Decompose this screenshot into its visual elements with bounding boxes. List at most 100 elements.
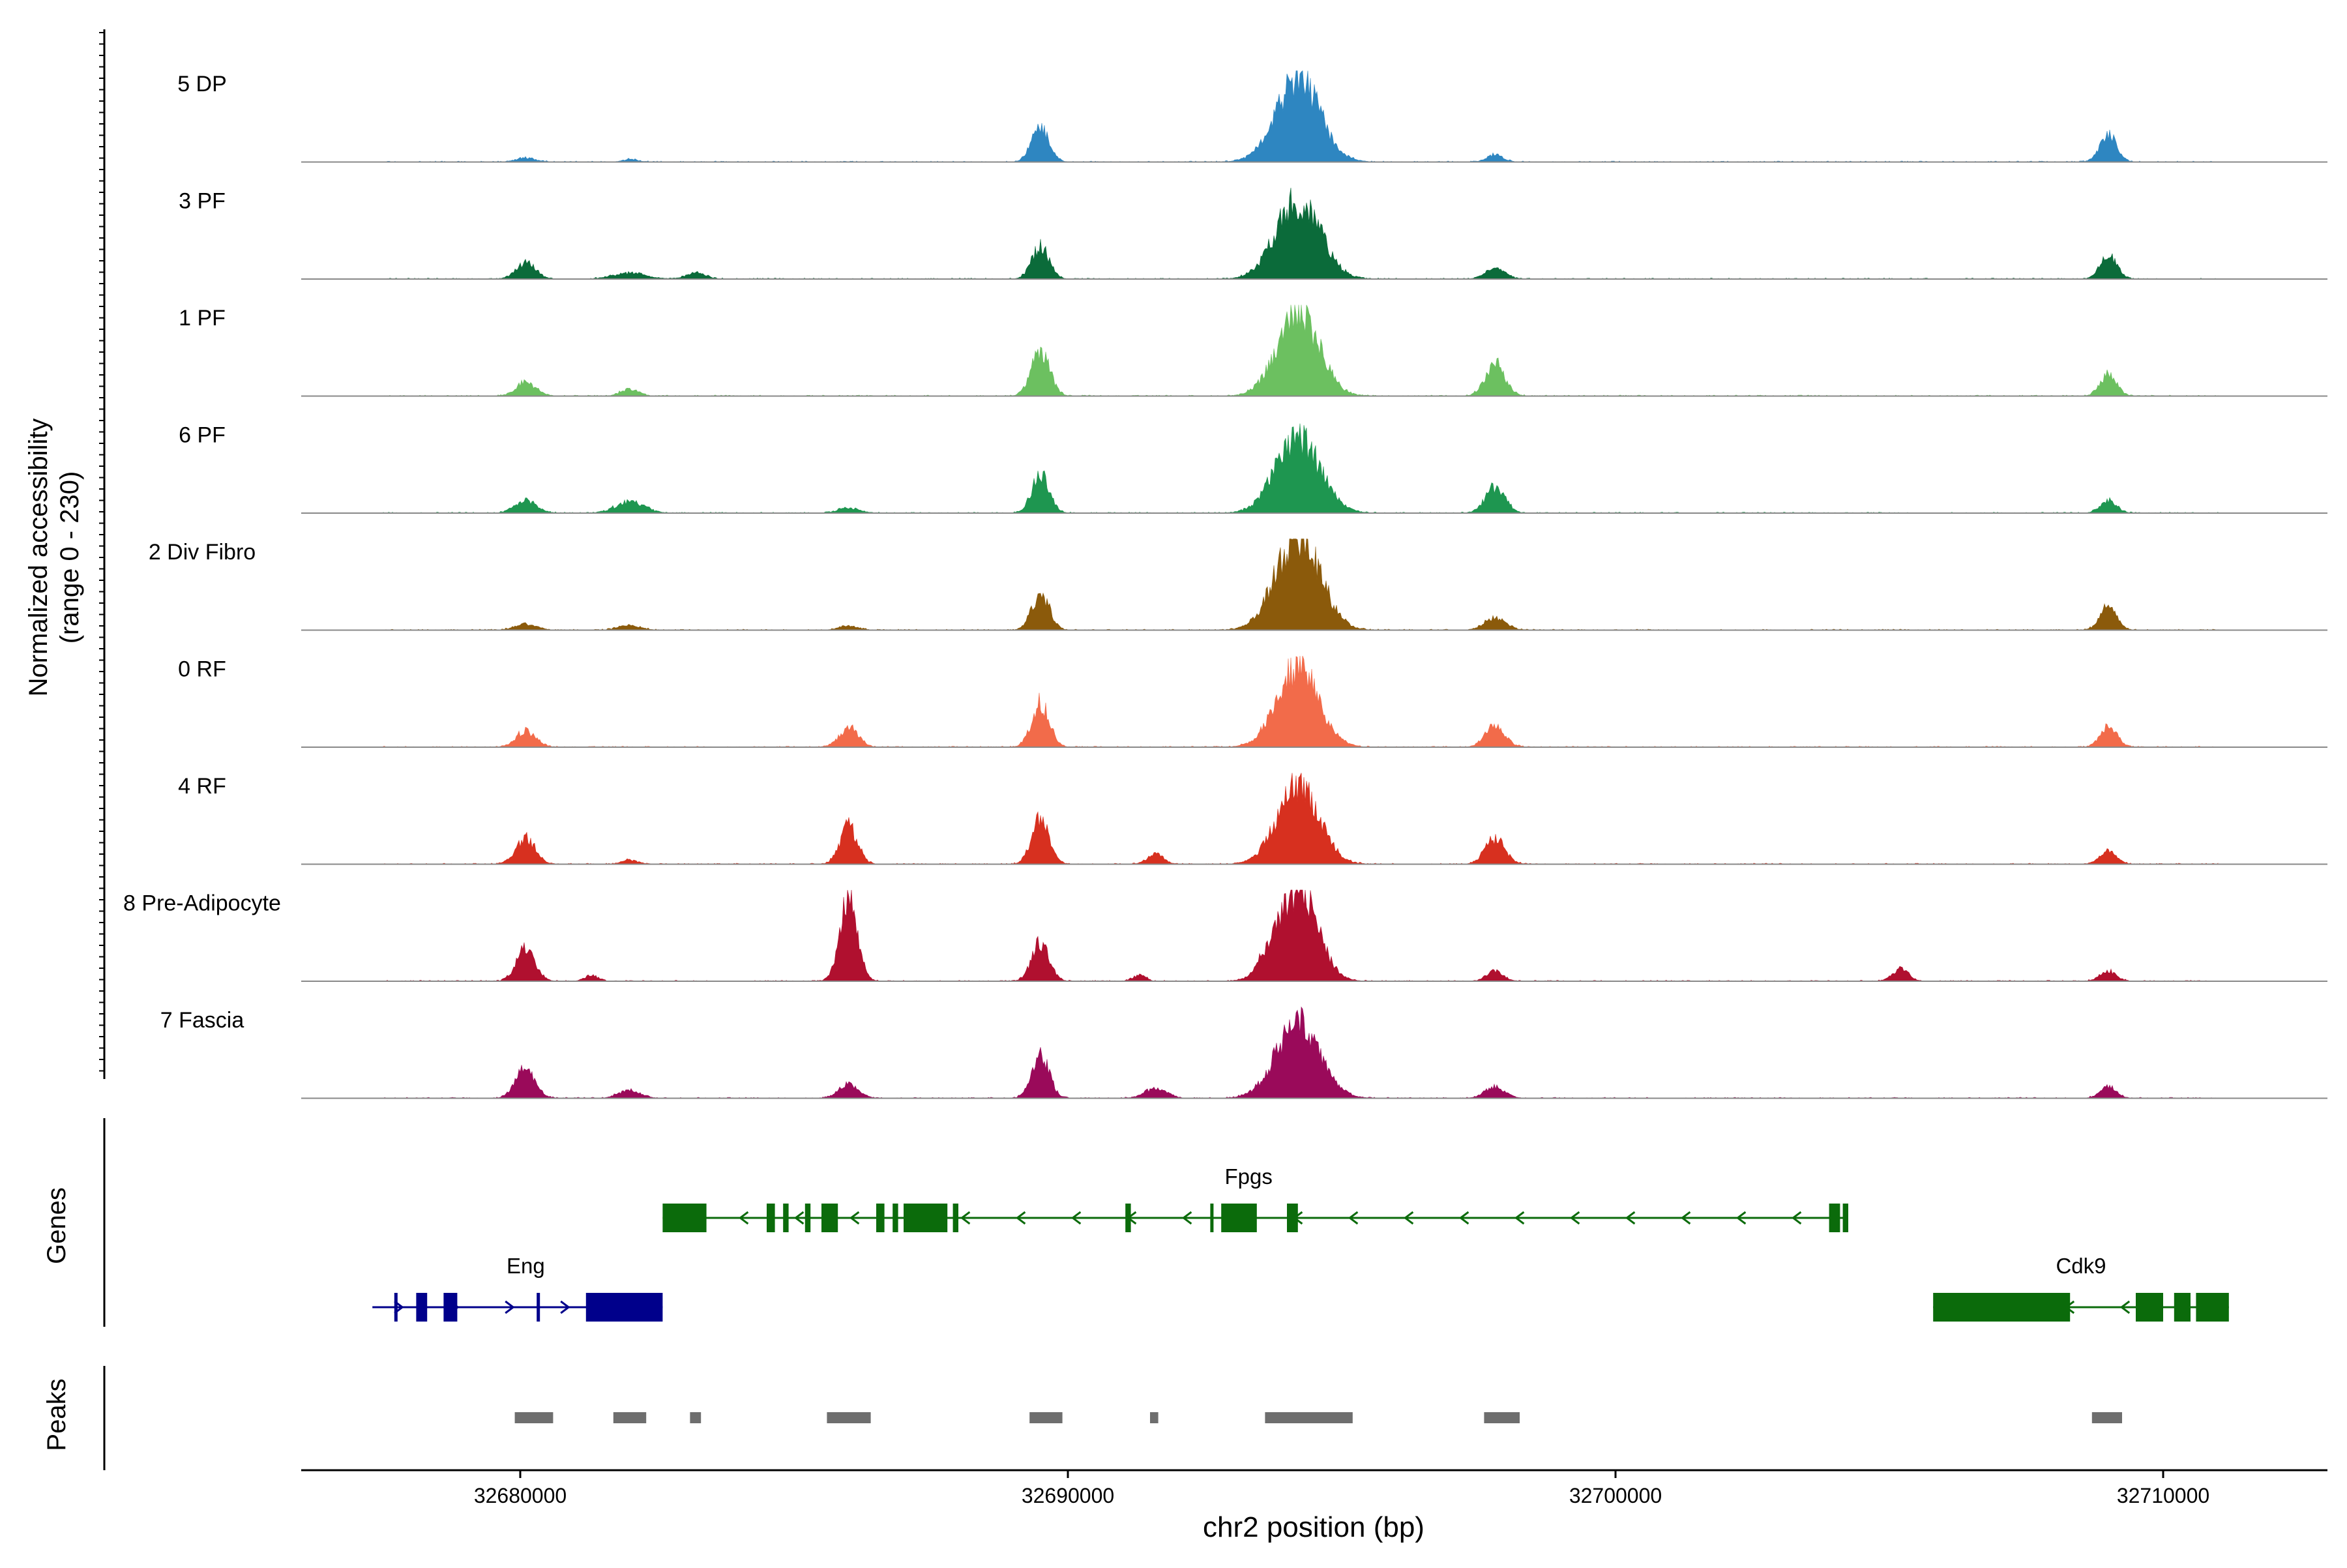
gene-label: Cdk9 [2056, 1254, 2106, 1278]
coverage-track: 6 PF [179, 423, 2327, 514]
exon [2196, 1293, 2229, 1322]
gene-annotation-track: Genes Fpgs Eng Cdk9 [42, 1118, 2229, 1327]
coverage-track: 5 DP [177, 70, 2327, 163]
strand-arrow [1070, 1211, 1082, 1225]
exon [1933, 1293, 2071, 1322]
track-label: 3 PF [179, 189, 226, 214]
coverage-area [383, 304, 2219, 396]
strand-arrow [849, 1211, 860, 1225]
strand-arrow [1514, 1211, 1525, 1225]
peak-region [1029, 1412, 1063, 1423]
coverage-area [383, 655, 2218, 748]
coverage-area [383, 539, 2219, 630]
exon [804, 1204, 811, 1232]
track-label: 7 Fascia [160, 1008, 244, 1033]
peak-region [827, 1412, 871, 1423]
exon [821, 1204, 838, 1232]
exon [443, 1293, 458, 1322]
x-axis: chr2 position (bp) 32680000 32690000 32700… [301, 1469, 2327, 1543]
coverage-track: 2 Div Fibro [149, 539, 2327, 631]
peaks-panel-label: Peaks [42, 1378, 71, 1451]
exon [662, 1204, 707, 1232]
strand-arrow [1015, 1211, 1026, 1225]
strand-arrow [1181, 1211, 1192, 1225]
exon [1829, 1204, 1840, 1232]
exon [904, 1204, 948, 1232]
coverage-track: 0 RF [178, 655, 2327, 748]
x-tick-label: 32690000 [1022, 1484, 1114, 1507]
exon [783, 1204, 789, 1232]
gene-label: Eng [507, 1254, 545, 1278]
coverage-track: 3 PF [179, 187, 2327, 280]
exon [537, 1293, 540, 1322]
exon [767, 1204, 775, 1232]
peak-region [613, 1412, 647, 1423]
exon [2174, 1293, 2191, 1322]
strand-arrow [1569, 1211, 1580, 1225]
track-label: 2 Div Fibro [149, 540, 256, 565]
exon [952, 1204, 958, 1232]
gene-cdk9: Cdk9 [1933, 1254, 2229, 1322]
track-label: 4 RF [178, 774, 226, 799]
peak-region [1484, 1412, 1520, 1423]
coverage-track: 4 RF [178, 773, 2327, 865]
strand-arrow [738, 1211, 749, 1225]
strand-arrow [560, 1300, 570, 1314]
strand-arrow [1680, 1211, 1691, 1225]
gene-label: Fpgs [1225, 1164, 1273, 1189]
x-tick-label: 32710000 [2117, 1484, 2209, 1507]
peak-region [2091, 1412, 2122, 1423]
exon [394, 1293, 398, 1322]
strand-arrow [793, 1211, 804, 1225]
strand-arrow [1348, 1211, 1359, 1225]
strand-arrow [1458, 1211, 1469, 1225]
strand-arrow [2119, 1300, 2131, 1314]
coverage-area [383, 423, 2219, 514]
peaks-track: Peaks [42, 1366, 2122, 1470]
coverage-tracks: 5 DP 3 PF 1 PF 6 PF 2 Div Fibro 0 RF 4 RF 8 Pre… [123, 70, 2327, 1099]
coverage-area [383, 187, 2218, 280]
strand-arrow [1403, 1211, 1414, 1225]
exon [1125, 1204, 1131, 1232]
peak-region [690, 1412, 701, 1423]
exon [1842, 1204, 1848, 1232]
y-axis-label-line1: Normalized accessibility [24, 419, 53, 697]
strand-arrow [960, 1211, 971, 1225]
exon [2136, 1293, 2163, 1322]
x-tick-label: 32680000 [474, 1484, 567, 1507]
coverage-track: 7 Fascia [160, 1006, 2327, 1099]
peak-region [1150, 1412, 1159, 1423]
strand-arrow [1625, 1211, 1636, 1225]
track-label: 0 RF [178, 657, 226, 682]
coverage-area [383, 773, 2219, 865]
genes-panel-label: Genes [42, 1187, 71, 1264]
exon [1221, 1204, 1257, 1232]
track-label: 6 PF [179, 423, 226, 448]
coverage-area [383, 70, 2219, 162]
coverage-track: 1 PF [179, 304, 2327, 397]
coverage-area [383, 889, 2219, 982]
exon [876, 1204, 885, 1232]
x-axis-title: chr2 position (bp) [1203, 1511, 1424, 1543]
exon [416, 1293, 428, 1322]
y-axis-label-line2: (range 0 - 230) [55, 471, 84, 644]
strand-arrow [505, 1300, 515, 1314]
coverage-track: 8 Pre-Adipocyte [123, 889, 2327, 982]
coverage-y-axis: Normalized accessibility (range 0 - 230) [24, 29, 106, 1079]
exon [585, 1293, 663, 1322]
exon [1210, 1204, 1214, 1232]
strand-arrow [1791, 1211, 1802, 1225]
track-label: 8 Pre-Adipocyte [123, 891, 281, 916]
peak-region [514, 1412, 554, 1423]
gene-eng: Eng [372, 1254, 663, 1322]
coverage-area [382, 1006, 2218, 1099]
exon [1287, 1204, 1298, 1232]
track-label: 1 PF [179, 306, 226, 331]
strand-arrow [1735, 1211, 1747, 1225]
track-label: 5 DP [177, 72, 227, 96]
peak-region [1265, 1412, 1353, 1423]
gene-fpgs: Fpgs [662, 1164, 1848, 1232]
exon [893, 1204, 898, 1232]
